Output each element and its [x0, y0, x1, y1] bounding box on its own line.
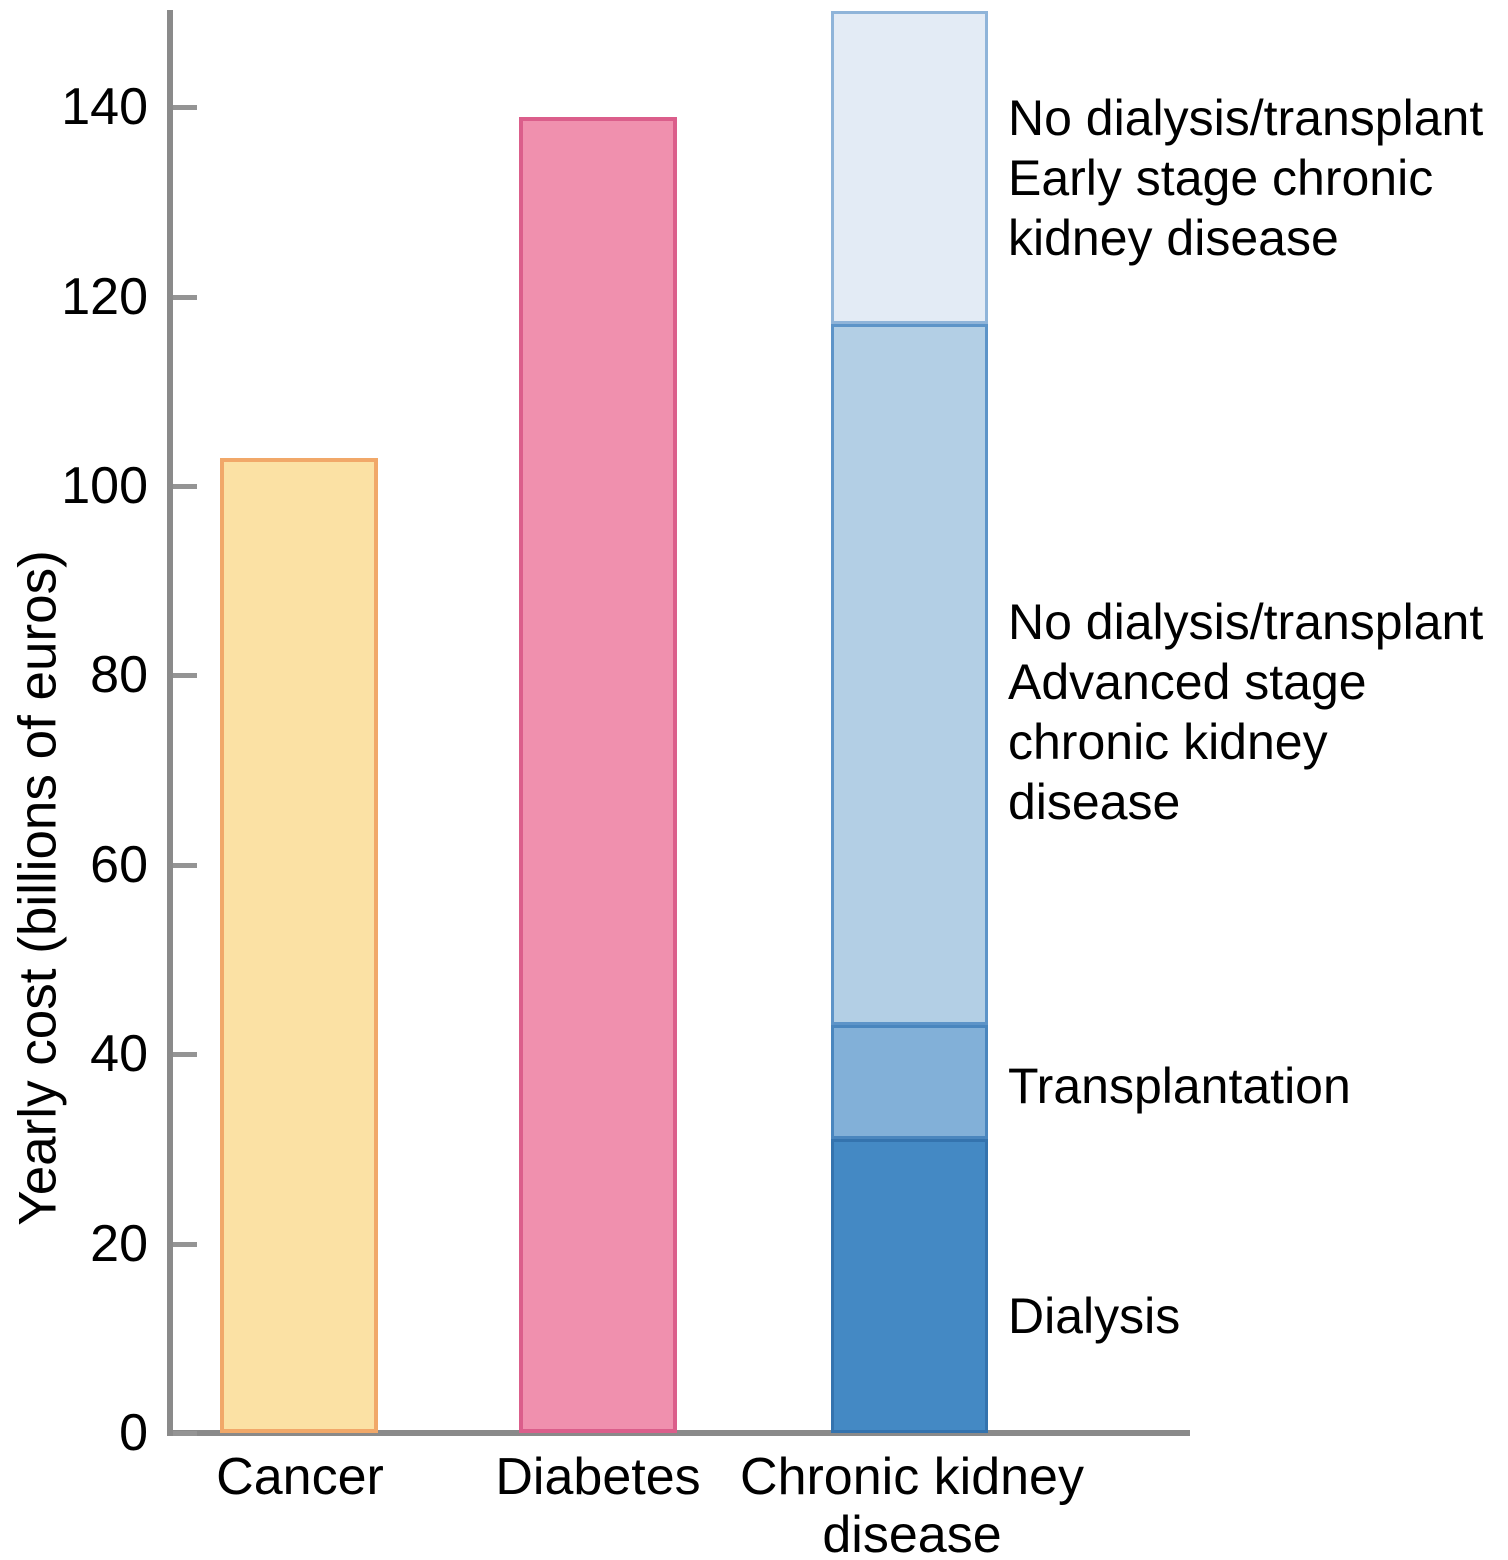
annotation-line: No dialysis/transplant: [1008, 90, 1484, 146]
bar-chronic-kidney-disease: [831, 11, 988, 1433]
x-label-chronic-kidney-disease: Chronic kidney disease: [740, 1448, 1084, 1560]
tick-label: 0: [119, 1404, 148, 1462]
tick-label: 80: [90, 646, 148, 705]
tick-mark: [173, 1431, 197, 1436]
annotation-transplantation: Transplantation: [1008, 1056, 1508, 1116]
bar-diabetes-segment: [519, 117, 677, 1433]
tick-mark: [173, 1241, 197, 1247]
tick-label: 120: [61, 267, 148, 326]
annotation-line: kidney disease: [1008, 210, 1339, 266]
tick-label: 40: [90, 1025, 148, 1084]
annotation-line: No dialysis/transplant: [1008, 594, 1484, 650]
segment-advanced-ckd: [831, 324, 988, 1025]
annotation-line: Advanced stage: [1008, 654, 1367, 710]
tick-mark: [173, 1052, 197, 1058]
y-axis-line: [167, 10, 173, 1436]
bar-diabetes: [519, 117, 677, 1433]
annotation-dialysis: Dialysis: [1008, 1286, 1508, 1346]
segment-dialysis: [831, 1139, 988, 1433]
tick-mark: [173, 673, 197, 679]
bar-cancer-segment: [220, 458, 378, 1433]
bar-cancer: [220, 458, 378, 1433]
tick-mark: [173, 105, 197, 111]
annotation-line: Dialysis: [1008, 1288, 1181, 1344]
x-label-cancer: Cancer: [216, 1448, 384, 1506]
tick-label: 140: [61, 78, 148, 137]
annotation-line: Early stage chronic: [1008, 150, 1434, 206]
annotation-line: chronic kidney disease: [1008, 714, 1328, 830]
segment-transplantation: [831, 1025, 988, 1139]
tick-label: 60: [90, 835, 148, 894]
tick-mark: [173, 294, 197, 300]
annotation-early-stage-ckd: No dialysis/transplant Early stage chron…: [1008, 88, 1508, 268]
tick-label: 100: [61, 457, 148, 515]
tick-mark: [173, 862, 197, 868]
segment-early-ckd: [831, 11, 988, 324]
tick-mark: [173, 484, 197, 489]
annotation-line: Transplantation: [1008, 1058, 1351, 1114]
tick-label: 20: [90, 1214, 148, 1273]
x-axis-line: [167, 1430, 1190, 1436]
x-label-diabetes: Diabetes: [495, 1448, 701, 1506]
annotation-advanced-stage-ckd: No dialysis/transplant Advanced stage ch…: [1008, 592, 1508, 832]
